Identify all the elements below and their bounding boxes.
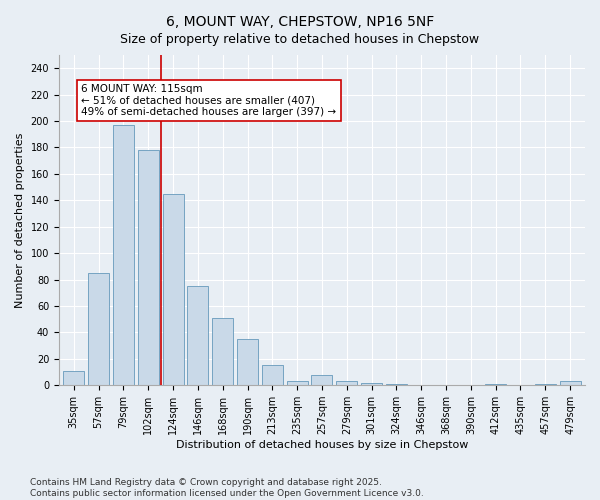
Text: 6 MOUNT WAY: 115sqm
← 51% of detached houses are smaller (407)
49% of semi-detac: 6 MOUNT WAY: 115sqm ← 51% of detached ho…	[81, 84, 337, 117]
Bar	[187, 286, 208, 385]
Bar	[237, 339, 258, 385]
Bar	[113, 125, 134, 385]
Text: 6, MOUNT WAY, CHEPSTOW, NP16 5NF: 6, MOUNT WAY, CHEPSTOW, NP16 5NF	[166, 15, 434, 29]
Text: Size of property relative to detached houses in Chepstow: Size of property relative to detached ho…	[121, 32, 479, 46]
Bar	[212, 318, 233, 385]
Bar	[560, 382, 581, 385]
Bar	[336, 382, 358, 385]
X-axis label: Distribution of detached houses by size in Chepstow: Distribution of detached houses by size …	[176, 440, 468, 450]
Bar	[485, 384, 506, 385]
Bar	[287, 382, 308, 385]
Y-axis label: Number of detached properties: Number of detached properties	[15, 132, 25, 308]
Bar	[262, 366, 283, 385]
Bar	[163, 194, 184, 385]
Text: Contains HM Land Registry data © Crown copyright and database right 2025.
Contai: Contains HM Land Registry data © Crown c…	[30, 478, 424, 498]
Bar	[88, 273, 109, 385]
Bar	[535, 384, 556, 385]
Bar	[137, 150, 159, 385]
Bar	[361, 382, 382, 385]
Bar	[63, 370, 85, 385]
Bar	[386, 384, 407, 385]
Bar	[311, 374, 332, 385]
